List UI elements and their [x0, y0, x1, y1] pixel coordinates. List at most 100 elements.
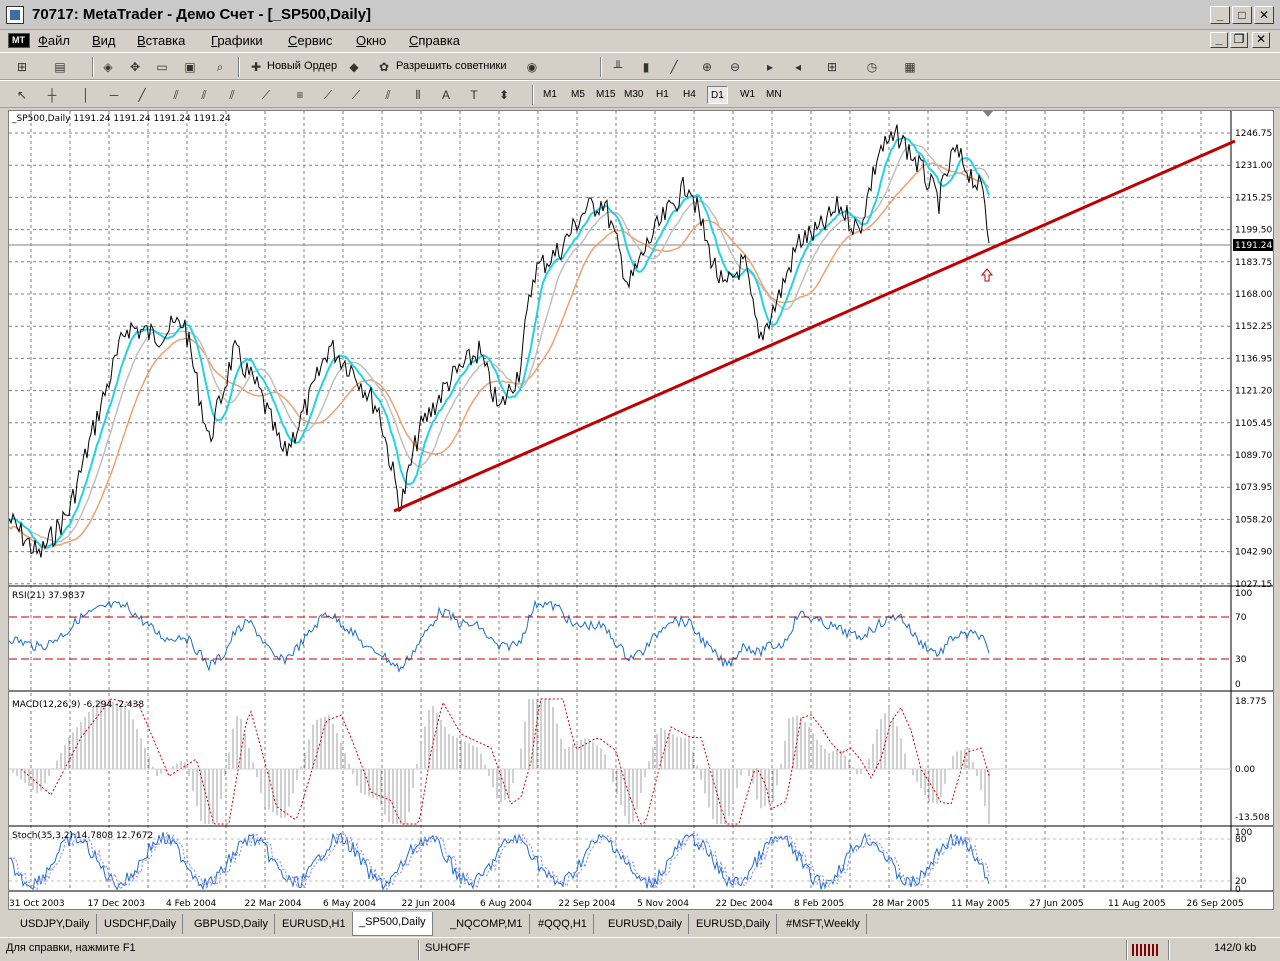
maximize-button[interactable]: □ [1232, 6, 1252, 24]
menu-file[interactable]: Файл [38, 33, 70, 48]
tab-eurusd-daily-1[interactable]: EURUSD,Daily [602, 914, 689, 934]
timeframe-m15[interactable]: M15 [596, 89, 616, 100]
bar-chart-icon[interactable]: ╨ [613, 60, 623, 74]
channel-e-icon[interactable]: ⫽ [201, 88, 207, 102]
time-scale-label: 22 Mar 2004 [245, 899, 302, 909]
timeframe-d1[interactable]: D1 [707, 86, 728, 104]
rsi-scale-70: 70 [1235, 613, 1247, 623]
navigator-icon[interactable]: ✥ [129, 60, 141, 74]
current-price-label: 1191.24 [1235, 241, 1272, 251]
symbol-info-label: _SP500,Daily 1191.24 1191.24 1191.24 119… [11, 114, 231, 124]
arrows-icon[interactable]: ⬍ [498, 88, 510, 102]
menu-help[interactable]: Справка [409, 33, 460, 48]
allow-experts-button[interactable]: Разрешить советники [396, 60, 507, 72]
timeframe-h1[interactable]: H1 [656, 89, 669, 100]
child-minimize-button[interactable]: _ [1210, 32, 1228, 48]
strategy-tester-icon[interactable]: ⌕ [216, 60, 224, 74]
chart-canvas[interactable]: _SP500,Daily 1191.24 1191.24 1191.24 119… [8, 111, 1273, 909]
status-separator [418, 940, 420, 960]
tab-qqq-h1[interactable]: #QQQ,H1 [532, 914, 594, 934]
status-help-text: Для справки, нажмите F1 [6, 942, 136, 954]
experts-icon[interactable]: ✿ [378, 60, 390, 74]
period-lines-icon[interactable]: ⦀ [415, 88, 421, 102]
metaeditor-icon[interactable]: ◆ [349, 60, 359, 74]
crosshair-icon[interactable]: ┼ [47, 88, 57, 102]
fibo-arcs-icon[interactable]: ⟋ [351, 88, 361, 102]
menu-view[interactable]: Вид [92, 33, 116, 48]
standard-toolbar: ⊞ ▤ ◈ ✥ ▭ ▣ ⌕ ✚ Новый Ордер ◆ ✿ Разрешит… [0, 52, 1280, 80]
status-profile: SUHOFF [425, 942, 471, 954]
time-scale-label: 26 Sep 2005 [1187, 899, 1244, 909]
autoscroll-icon[interactable]: ▸ [766, 60, 774, 74]
new-order-button[interactable]: Новый Ордер [267, 60, 338, 72]
account-icon[interactable]: ◉ [526, 60, 538, 74]
tab-gbpusd-daily[interactable]: GBPUSD,Daily [188, 914, 275, 934]
text-icon[interactable]: A [441, 88, 450, 102]
tab-eurusd-h1[interactable]: EURUSD,H1 [276, 914, 353, 934]
price-series [8, 124, 990, 891]
price-scale: 1246.75 1231.00 1215.25 1199.50 1183.75 1168.… [1235, 129, 1272, 590]
menu-insert[interactable]: Вставка [137, 33, 186, 48]
buy-arrow-icon [980, 268, 994, 282]
channel-d-icon[interactable]: ⫽ [229, 88, 235, 102]
zoom-out-icon[interactable]: ⊖ [729, 60, 741, 74]
rsi-scale-30: 30 [1235, 655, 1247, 665]
gann-icon[interactable]: ⟋ [261, 88, 271, 102]
fibo-retracement-icon[interactable]: ≡ [296, 88, 304, 102]
menu-charts[interactable]: Графики [211, 33, 263, 48]
periods-icon[interactable]: ◷ [866, 60, 878, 74]
cycle-lines-icon[interactable]: ⫽ [385, 88, 391, 102]
cursor-icon[interactable]: ↖ [16, 88, 28, 102]
timeframe-w1[interactable]: W1 [740, 89, 755, 100]
mdi-window-icon[interactable] [8, 33, 30, 48]
indicators-icon[interactable]: ⊞ [826, 60, 838, 74]
time-scale-label: 11 May 2005 [951, 899, 1010, 909]
tab-eurusd-daily-2[interactable]: EURUSD,Daily [690, 914, 777, 934]
tab-nqcomp-m1[interactable]: _NQCOMP,M1 [444, 914, 530, 934]
templates-icon[interactable]: ▦ [904, 60, 916, 74]
chart-grid [9, 111, 1231, 891]
menu-tools[interactable]: Сервис [288, 33, 333, 48]
fibo-fan-icon[interactable]: ⟋ [323, 88, 333, 102]
stoch-scale-0: 0 [1235, 885, 1241, 895]
menu-window[interactable]: Окно [356, 33, 387, 48]
timeframe-h4[interactable]: H4 [683, 89, 696, 100]
timeframe-m5[interactable]: M5 [571, 89, 585, 100]
trendline-icon[interactable]: ╱ [138, 88, 146, 102]
horizontal-line-icon[interactable]: ─ [109, 88, 119, 102]
zoom-in-icon[interactable]: ⊕ [701, 60, 713, 74]
toolbar-separator [238, 57, 240, 77]
menu-bar: Файл Вид Вставка Графики Сервис Окно Спр… [0, 30, 1280, 52]
vertical-line-icon[interactable]: │ [82, 88, 90, 102]
minimize-button[interactable]: _ [1210, 6, 1230, 24]
candle-chart-icon[interactable]: ▮ [642, 60, 650, 74]
child-restore-button[interactable]: ❐ [1230, 32, 1248, 48]
market-watch-icon[interactable]: ◈ [103, 60, 113, 74]
ma-fast-line [8, 136, 990, 549]
line-chart-icon[interactable]: ╱ [670, 60, 678, 74]
time-scale-label: 4 Feb 2004 [166, 899, 217, 909]
tab-msft-weekly[interactable]: #MSFT,Weekly [780, 914, 867, 934]
price-scale-label: 1121.20 [1235, 387, 1272, 397]
new-chart-icon[interactable]: ⊞ [16, 60, 28, 74]
stoch-main-line [8, 832, 990, 891]
chart-window[interactable]: _SP500,Daily 1191.24 1191.24 1191.24 119… [8, 110, 1274, 910]
time-scale-label: 22 Sep 2004 [559, 899, 616, 909]
channel-icon[interactable]: ⫽ [173, 88, 179, 102]
terminal-icon[interactable]: ▣ [184, 60, 196, 74]
timeframe-m30[interactable]: M30 [624, 89, 644, 100]
tab-sp500-daily[interactable]: _SP500,Daily [352, 912, 433, 936]
profiles-icon[interactable]: ▤ [54, 60, 66, 74]
folder-icon[interactable]: ▭ [156, 60, 168, 74]
timeframe-mn[interactable]: MN [766, 89, 782, 100]
tab-usdchf-daily[interactable]: USDCHF,Daily [98, 914, 184, 934]
stoch-scale-100: 100 [1235, 828, 1252, 838]
new-order-icon[interactable]: ✚ [250, 60, 262, 74]
text-label-icon[interactable]: T [470, 88, 478, 102]
tab-usdjpy-daily[interactable]: USDJPY,Daily [14, 914, 97, 934]
close-button[interactable]: ✕ [1254, 6, 1274, 24]
timeframe-m1[interactable]: M1 [543, 89, 557, 100]
chart-shift-icon[interactable]: ◂ [794, 60, 802, 74]
child-close-button[interactable]: ✕ [1252, 32, 1270, 48]
price-scale-label: 1199.50 [1235, 226, 1272, 236]
